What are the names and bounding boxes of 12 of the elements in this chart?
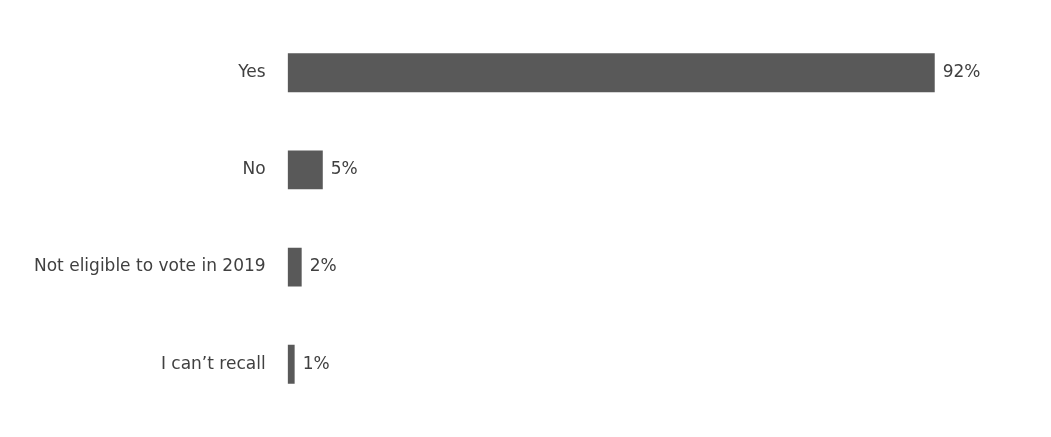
data-label: 5% [330,158,358,179]
data-label: 1% [302,352,330,373]
y-tick-label: No [242,158,266,179]
bar [287,53,935,93]
bar [287,247,302,287]
data-label: 92% [942,61,981,82]
y-tick-label: Not eligible to vote in 2019 [34,255,266,276]
data-label: 2% [309,255,337,276]
y-tick-label: Yes [237,61,266,82]
bar [287,150,323,190]
y-tick-label: I can’t recall [160,352,266,373]
bar [287,344,295,384]
